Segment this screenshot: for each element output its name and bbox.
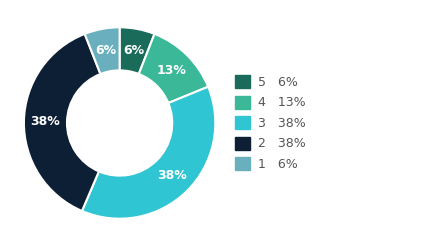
Wedge shape (85, 27, 120, 74)
Wedge shape (120, 27, 155, 74)
Legend: 5   6%, 4   13%, 3   38%, 2   38%, 1   6%: 5 6%, 4 13%, 3 38%, 2 38%, 1 6% (235, 75, 306, 171)
Wedge shape (82, 87, 215, 219)
Wedge shape (139, 34, 208, 103)
Text: 38%: 38% (157, 169, 187, 182)
Text: 13%: 13% (157, 64, 187, 77)
Wedge shape (24, 34, 101, 211)
Text: 6%: 6% (95, 44, 117, 57)
Text: 38%: 38% (31, 115, 60, 128)
Text: 6%: 6% (123, 44, 144, 57)
